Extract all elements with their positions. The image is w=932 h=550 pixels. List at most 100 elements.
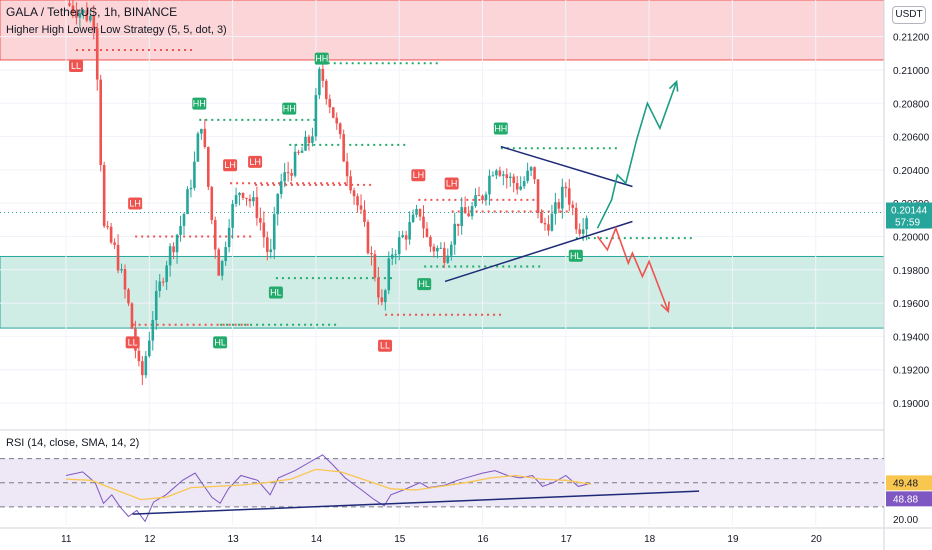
candle-body bbox=[102, 164, 106, 227]
candle-body bbox=[68, 3, 71, 6]
rsi-ma-badge bbox=[886, 475, 932, 491]
time-tick-label: 17 bbox=[561, 534, 573, 545]
zones-layer bbox=[0, 0, 885, 329]
candle-body bbox=[470, 206, 474, 217]
pivot-tag-lh bbox=[128, 197, 143, 210]
candle-body bbox=[536, 179, 540, 214]
candle-body bbox=[85, 10, 89, 21]
candle-body bbox=[439, 247, 443, 249]
candle-body bbox=[154, 290, 158, 320]
currency-selector[interactable]: USDT bbox=[892, 6, 926, 24]
rsi-pane bbox=[0, 454, 884, 523]
price-tick-label: 0.19600 bbox=[893, 299, 930, 310]
candle-body bbox=[522, 181, 526, 187]
candle-body bbox=[554, 202, 557, 214]
candle-body bbox=[529, 167, 533, 171]
candle-body bbox=[168, 246, 172, 266]
candle-body bbox=[585, 218, 588, 230]
candle-body bbox=[581, 229, 585, 234]
candle-body bbox=[172, 246, 175, 253]
candle-body bbox=[543, 223, 547, 225]
pivot-tag-text: HL bbox=[570, 251, 582, 261]
candle-body bbox=[578, 229, 581, 234]
candle-body bbox=[394, 254, 398, 256]
candle-body bbox=[193, 161, 196, 188]
candle-body bbox=[456, 223, 460, 227]
price-tick-label: 0.19800 bbox=[893, 266, 930, 277]
candle-body bbox=[373, 254, 377, 278]
candle-body bbox=[557, 202, 561, 209]
pivot-tag-text: LH bbox=[249, 157, 261, 167]
trendlines-layer bbox=[444, 145, 633, 283]
time-tick-label: 16 bbox=[478, 534, 490, 545]
candle-body bbox=[203, 128, 207, 148]
candle-body bbox=[293, 151, 297, 176]
candle-body bbox=[161, 281, 165, 283]
candle-body bbox=[252, 197, 255, 202]
candle-body bbox=[88, 16, 92, 21]
time-tick-label: 15 bbox=[394, 534, 406, 545]
rsi-label[interactable]: RSI (14, close, SMA, 14, 2) bbox=[6, 437, 139, 449]
triangle-trendline bbox=[500, 145, 633, 188]
rsi-value: 48.88 bbox=[893, 494, 918, 505]
pivot-tag-text: LH bbox=[224, 160, 236, 170]
candle-body bbox=[429, 236, 432, 247]
time-tick-label: 13 bbox=[228, 534, 240, 545]
candle-body bbox=[495, 170, 498, 176]
candle-body bbox=[120, 269, 123, 271]
candle-body bbox=[255, 197, 259, 219]
time-axis[interactable]: 11 12 13 14 15 16 17 18 19 20 bbox=[61, 534, 822, 545]
price-tick-label: 0.19200 bbox=[893, 366, 930, 377]
candle-body bbox=[404, 235, 408, 240]
candle-body bbox=[75, 12, 78, 18]
candle-body bbox=[127, 289, 130, 304]
candle-body bbox=[259, 218, 262, 223]
pivot-tag-lh bbox=[223, 159, 238, 172]
pivot-tag-text: HH bbox=[315, 54, 328, 64]
pivot-tag-hh bbox=[192, 97, 207, 110]
candle-body bbox=[213, 220, 217, 250]
candle-body bbox=[574, 207, 578, 230]
candle-body bbox=[460, 207, 463, 227]
strategy-label[interactable]: Higher High Lower Low Strategy (5, 5, do… bbox=[6, 24, 227, 36]
candle-body bbox=[151, 319, 155, 341]
pivot-tag-text: LH bbox=[129, 199, 141, 209]
price-tick-label: 0.21200 bbox=[893, 33, 930, 44]
rsi-badge bbox=[886, 491, 932, 507]
candle-body bbox=[540, 213, 543, 224]
candle-body bbox=[307, 136, 311, 143]
price-tick-label: 0.19000 bbox=[893, 399, 930, 410]
candle-body bbox=[71, 5, 75, 13]
pivot-tag-ll bbox=[125, 336, 140, 349]
pivot-tag-ll bbox=[68, 59, 83, 72]
candle-body bbox=[533, 167, 536, 180]
candle-body bbox=[498, 170, 502, 176]
pivot-tag-text: LH bbox=[446, 179, 458, 189]
candle-body bbox=[95, 28, 99, 80]
pivot-tag-lh bbox=[444, 177, 459, 190]
candle-body bbox=[345, 161, 349, 177]
candle-body bbox=[266, 237, 269, 253]
projection-down-path bbox=[596, 225, 670, 312]
candle-body bbox=[488, 175, 491, 195]
price-axis[interactable]: 0.212000.210000.208000.206000.204000.202… bbox=[893, 33, 930, 526]
candle-body bbox=[571, 204, 575, 208]
candle-body bbox=[116, 244, 120, 271]
candle-body bbox=[231, 203, 234, 228]
candle-body bbox=[384, 290, 387, 303]
candle-body bbox=[196, 133, 200, 162]
candle-body bbox=[314, 95, 318, 137]
pivot-tag-hh bbox=[493, 122, 508, 135]
candle-body bbox=[408, 222, 411, 240]
candle-body bbox=[123, 269, 127, 290]
pivot-tag-text: HL bbox=[418, 279, 430, 289]
candle-body bbox=[141, 361, 144, 376]
candle-body bbox=[158, 281, 162, 291]
candle-body bbox=[481, 195, 484, 200]
pivot-tag-text: LL bbox=[380, 341, 390, 351]
candle-body bbox=[352, 190, 356, 197]
candle-body bbox=[401, 235, 404, 238]
candle-body bbox=[564, 186, 568, 189]
candle-body bbox=[248, 198, 252, 202]
